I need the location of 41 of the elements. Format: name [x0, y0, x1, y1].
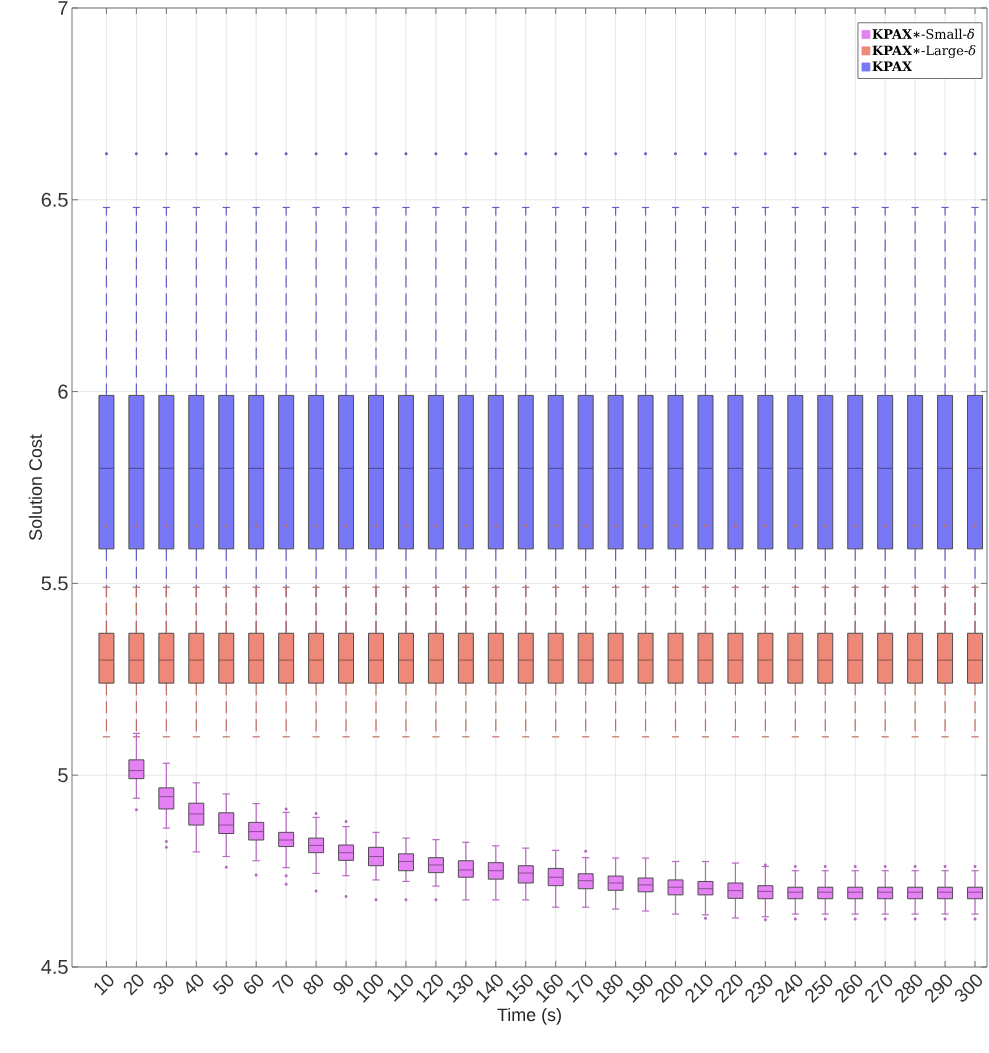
x-tick-label: 60 [244, 974, 264, 994]
x-tick-label: 180 [596, 974, 623, 1003]
y-tick-label: 7 [58, 1, 68, 15]
x-tick-label: 120 [416, 974, 443, 1003]
y-axis-title: Solution Cost [28, 434, 42, 541]
y-tick-label: 4.5 [41, 960, 68, 974]
y-tick-label: 5 [58, 768, 68, 783]
x-tick-label: 210 [685, 974, 713, 1003]
x-tick-label: 270 [865, 974, 893, 1003]
legend-label: KPAX∗-Small-δ [872, 28, 975, 39]
y-tick-label: 6.5 [41, 192, 68, 207]
x-tick-label: 70 [272, 974, 294, 994]
x-tick-label: 80 [303, 974, 324, 995]
x-tick-label: 170 [566, 974, 593, 1003]
y-tick-label: 6 [58, 384, 68, 399]
x-tick-label: 20 [123, 974, 144, 996]
x-tick-label: 220 [715, 974, 743, 1003]
y-tick-label: 5.5 [41, 576, 68, 591]
x-tick-label: 190 [626, 974, 653, 1003]
x-tick-label: 90 [333, 974, 354, 995]
x-tick-label: 280 [895, 974, 923, 1003]
x-axis-title: Time (s) [497, 1008, 561, 1025]
x-tick-label: 30 [153, 974, 174, 995]
x-tick-label: 250 [805, 974, 833, 1003]
x-tick-label: 150 [506, 974, 533, 1003]
x-tick-label: 130 [446, 974, 473, 1003]
legend-label: KPAX∗-Large-δ [872, 45, 976, 58]
x-tick-label: 40 [186, 974, 204, 994]
x-tick-label: 100 [356, 974, 383, 1003]
x-tick-label: 110 [387, 974, 413, 1002]
x-tick-label: 200 [655, 974, 683, 1003]
x-tick-label: 10 [94, 974, 114, 996]
x-tick-label: 260 [835, 974, 863, 1003]
x-tick-label: 50 [212, 974, 234, 995]
x-tick-label: 290 [925, 974, 953, 1003]
x-tick-label: 300 [954, 974, 983, 1002]
legend-label: KPAX [872, 61, 913, 71]
x-tick-label: 140 [476, 974, 503, 1003]
x-tick-label: 230 [745, 974, 773, 1003]
x-tick-label: 160 [536, 974, 563, 1003]
x-tick-label: 240 [775, 974, 803, 1003]
